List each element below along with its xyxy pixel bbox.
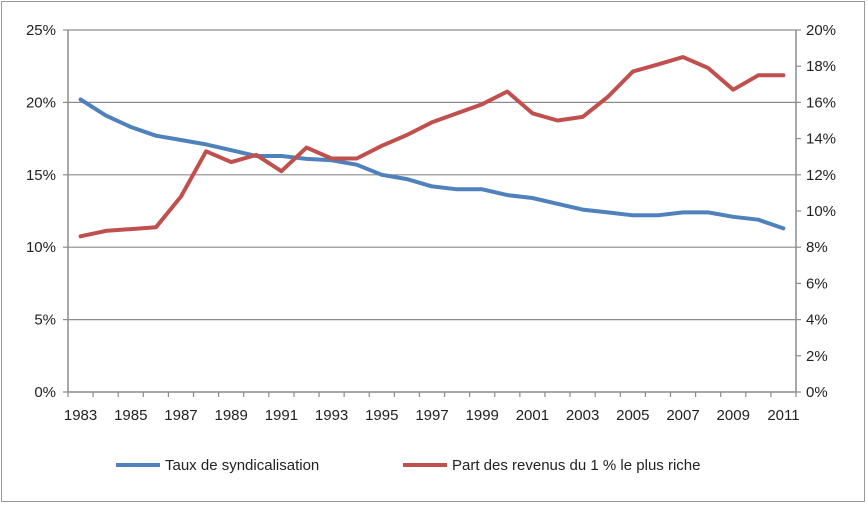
x-axis-ticks: 1983 1985 1987 1989 1991 1993 1995 1997 1999 2001… — [64, 407, 800, 424]
x-tick-label: 1999 — [466, 407, 499, 424]
right-tick-label: 6% — [806, 275, 828, 292]
left-tick-label: 0% — [34, 384, 56, 401]
legend-label: Part des revenus du 1 % le plus riche — [452, 457, 700, 474]
series-line-top1-income-share — [78, 55, 786, 239]
right-tick-label: 8% — [806, 239, 828, 256]
left-tick-label: 5% — [34, 312, 56, 329]
right-tick-label: 16% — [806, 94, 836, 111]
x-tick-label: 2005 — [616, 407, 649, 424]
left-axis-ticks: 0% 5% 10% 15% 20% 25% — [26, 22, 56, 401]
right-tick-label: 14% — [806, 131, 836, 148]
right-tick-label: 10% — [806, 203, 836, 220]
right-axis-ticks: 0% 2% 4% 6% 8% 10% 12% 14% 16% 18% 20% — [806, 22, 836, 401]
x-tick-label: 1985 — [114, 407, 147, 424]
axes — [63, 29, 801, 397]
x-tick-label: 1997 — [415, 407, 448, 424]
series-line-union-rate — [78, 97, 786, 231]
right-tick-label: 0% — [806, 384, 828, 401]
left-tick-label: 20% — [26, 94, 56, 111]
x-tick-label: 2001 — [516, 407, 549, 424]
right-tick-label: 18% — [806, 58, 836, 75]
x-tick-label: 1987 — [164, 407, 197, 424]
right-tick-label: 20% — [806, 22, 836, 39]
x-tick-label: 1995 — [365, 407, 398, 424]
right-tick-label: 2% — [806, 348, 828, 365]
x-tick-label: 1989 — [214, 407, 247, 424]
gridlines — [68, 29, 796, 321]
x-tick-label: 2007 — [666, 407, 699, 424]
left-tick-label: 15% — [26, 167, 56, 184]
x-tick-label: 1993 — [315, 407, 348, 424]
x-tick-label: 2011 — [767, 407, 799, 424]
legend-label: Taux de syndicalisation — [165, 457, 319, 474]
right-tick-label: 4% — [806, 312, 828, 329]
left-tick-label: 10% — [26, 239, 56, 256]
x-tick-label: 2003 — [566, 407, 599, 424]
series-lines — [78, 55, 786, 239]
legend: Taux de syndicalisation Part des revenus … — [116, 457, 700, 474]
x-tick-label: 1991 — [265, 407, 298, 424]
x-tick-label: 2009 — [717, 407, 750, 424]
x-tick-label: 1983 — [64, 407, 97, 424]
right-tick-label: 12% — [806, 167, 836, 184]
left-tick-label: 25% — [26, 22, 56, 39]
